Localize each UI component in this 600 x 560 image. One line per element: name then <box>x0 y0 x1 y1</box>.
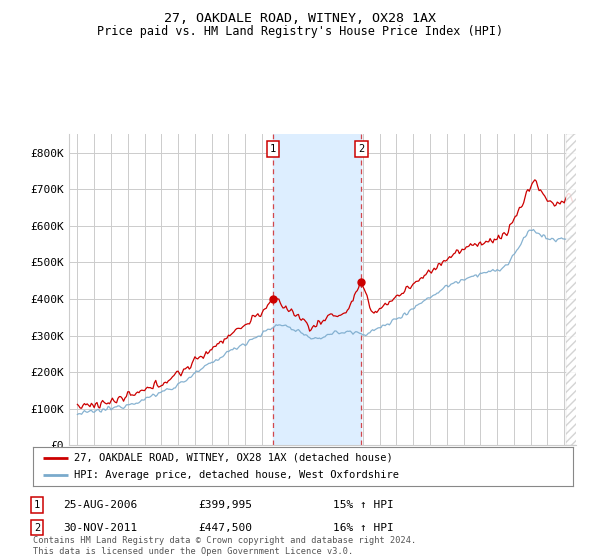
Text: 25-AUG-2006: 25-AUG-2006 <box>63 500 137 510</box>
Bar <box>273 134 361 445</box>
Text: £399,995: £399,995 <box>198 500 252 510</box>
Text: 2: 2 <box>34 522 40 533</box>
Text: 30-NOV-2011: 30-NOV-2011 <box>63 522 137 533</box>
Text: 15% ↑ HPI: 15% ↑ HPI <box>333 500 394 510</box>
Text: 1: 1 <box>34 500 40 510</box>
Text: 16% ↑ HPI: 16% ↑ HPI <box>333 522 394 533</box>
Text: 1: 1 <box>270 144 276 154</box>
Text: 2: 2 <box>358 144 365 154</box>
Text: HPI: Average price, detached house, West Oxfordshire: HPI: Average price, detached house, West… <box>74 470 398 480</box>
Text: 27, OAKDALE ROAD, WITNEY, OX28 1AX (detached house): 27, OAKDALE ROAD, WITNEY, OX28 1AX (deta… <box>74 452 392 463</box>
Text: Contains HM Land Registry data © Crown copyright and database right 2024.
This d: Contains HM Land Registry data © Crown c… <box>33 536 416 556</box>
Text: £447,500: £447,500 <box>198 522 252 533</box>
Text: Price paid vs. HM Land Registry's House Price Index (HPI): Price paid vs. HM Land Registry's House … <box>97 25 503 38</box>
Bar <box>566 134 578 445</box>
Text: 27, OAKDALE ROAD, WITNEY, OX28 1AX: 27, OAKDALE ROAD, WITNEY, OX28 1AX <box>164 12 436 25</box>
